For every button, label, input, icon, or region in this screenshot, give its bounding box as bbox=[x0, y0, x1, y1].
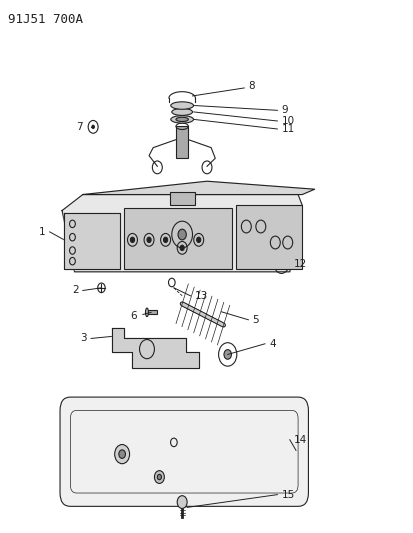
Polygon shape bbox=[83, 181, 314, 195]
Text: 4: 4 bbox=[268, 339, 275, 349]
Circle shape bbox=[114, 445, 129, 464]
Text: 5: 5 bbox=[252, 315, 259, 325]
Text: 6: 6 bbox=[130, 311, 136, 320]
Circle shape bbox=[92, 125, 94, 128]
Ellipse shape bbox=[145, 308, 148, 317]
Text: 13: 13 bbox=[194, 291, 207, 301]
Circle shape bbox=[154, 471, 164, 483]
Circle shape bbox=[180, 245, 184, 251]
Circle shape bbox=[157, 474, 161, 480]
Text: 12: 12 bbox=[293, 259, 306, 269]
Polygon shape bbox=[64, 213, 120, 269]
Bar bbox=[235, 205, 301, 269]
Ellipse shape bbox=[176, 117, 188, 122]
Bar bbox=[176, 126, 188, 158]
Circle shape bbox=[177, 496, 187, 508]
Text: 11: 11 bbox=[281, 124, 294, 134]
Circle shape bbox=[147, 237, 151, 243]
Circle shape bbox=[278, 260, 284, 268]
Text: 7: 7 bbox=[76, 122, 83, 132]
Text: 3: 3 bbox=[80, 334, 87, 343]
Ellipse shape bbox=[170, 102, 193, 109]
Text: 1: 1 bbox=[39, 227, 45, 237]
Text: 91J51 700A: 91J51 700A bbox=[8, 13, 83, 26]
Circle shape bbox=[196, 237, 200, 243]
Polygon shape bbox=[112, 328, 198, 368]
Text: 2: 2 bbox=[72, 286, 78, 295]
Text: 14: 14 bbox=[293, 435, 306, 445]
Text: 9: 9 bbox=[281, 106, 287, 115]
Circle shape bbox=[119, 450, 125, 458]
Circle shape bbox=[223, 350, 231, 359]
Bar bbox=[169, 192, 194, 205]
Polygon shape bbox=[62, 195, 301, 272]
Bar bbox=[147, 310, 157, 314]
Text: 8: 8 bbox=[248, 82, 254, 91]
Ellipse shape bbox=[171, 109, 192, 116]
FancyBboxPatch shape bbox=[60, 397, 308, 506]
Bar bbox=[124, 208, 231, 269]
Circle shape bbox=[178, 229, 186, 240]
Circle shape bbox=[163, 237, 167, 243]
Text: 15: 15 bbox=[281, 490, 294, 499]
Ellipse shape bbox=[170, 116, 193, 123]
Text: 10: 10 bbox=[281, 116, 294, 126]
Circle shape bbox=[130, 237, 134, 243]
